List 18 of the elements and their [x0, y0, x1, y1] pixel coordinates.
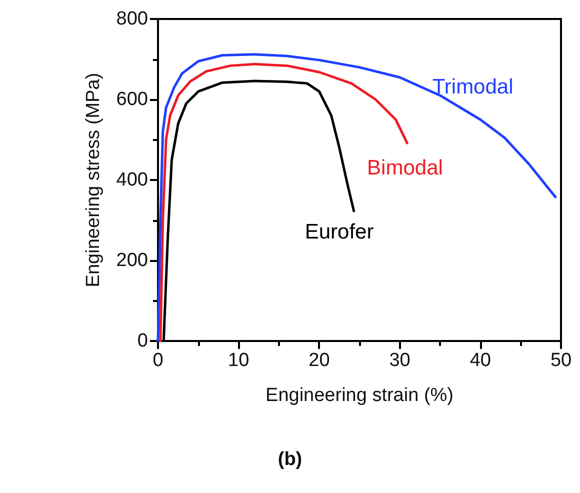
series-label: Bimodal [367, 156, 443, 180]
x-axis-title: Engineering strain (%) [266, 385, 454, 406]
series-label: Trimodal [432, 75, 514, 98]
y-tick-label: 800 [116, 8, 148, 30]
series-label: Eurofer [304, 220, 374, 244]
y-axis-title: Engineering stress (MPa) [83, 72, 104, 288]
text: (b) [278, 449, 302, 470]
line-series [156, 53, 557, 342]
x-tick-label: 30 [389, 350, 410, 371]
x-tick-label: 10 [228, 350, 250, 371]
x-tick-label: 50 [550, 350, 572, 371]
x-tick-label: 0 [152, 350, 164, 371]
x-tick-label: 40 [470, 350, 491, 371]
y-tick-label: 400 [116, 170, 148, 190]
x-tick-label: 20 [308, 350, 330, 371]
y-tick-label: 600 [116, 89, 148, 110]
y-tick-label: 0 [137, 330, 148, 352]
y-tick-label: 200 [116, 250, 148, 271]
